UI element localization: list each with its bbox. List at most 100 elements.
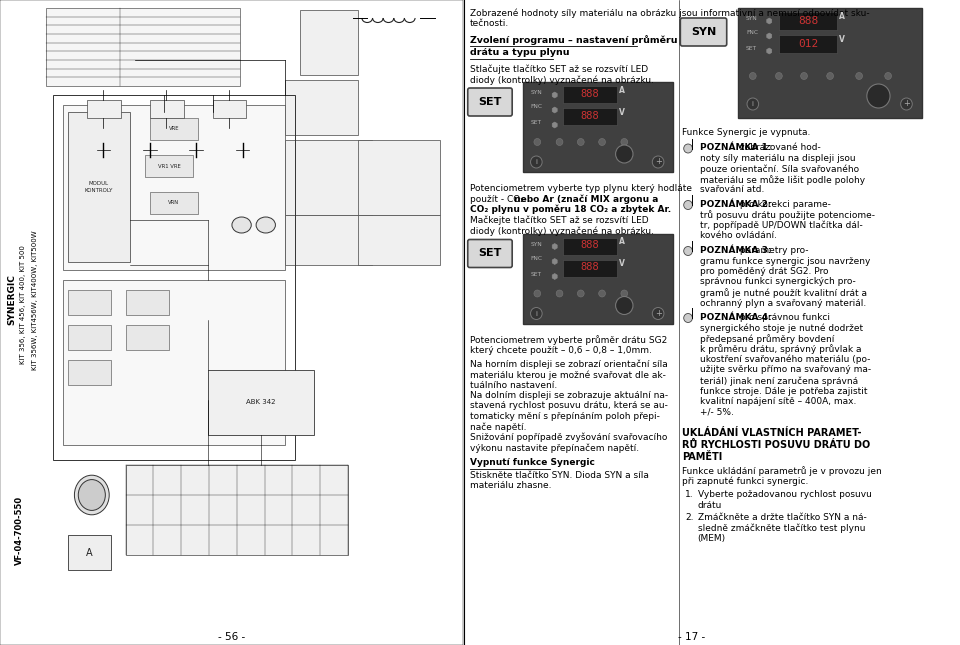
Circle shape	[885, 72, 892, 79]
Text: i: i	[752, 101, 754, 107]
Bar	[564, 86, 616, 103]
Bar	[53, 95, 295, 460]
Text: i: i	[536, 310, 538, 317]
Bar	[126, 465, 348, 555]
Bar	[67, 112, 131, 262]
Text: Stiskněte tlačítko SYN. Dioda SYN a síla: Stiskněte tlačítko SYN. Dioda SYN a síla	[469, 470, 649, 479]
Text: FNC: FNC	[531, 104, 542, 109]
Text: UKLÁDÁNÍ VLASTNÍCH PARAMET-: UKLÁDÁNÍ VLASTNÍCH PARAMET-	[683, 428, 862, 438]
Text: VF-04-700-550: VF-04-700-550	[14, 495, 24, 564]
Text: POZNÁMKA 4:: POZNÁMKA 4:	[700, 313, 771, 322]
Bar	[523, 82, 673, 172]
Circle shape	[652, 308, 664, 319]
Text: V: V	[618, 108, 624, 117]
Circle shape	[556, 290, 563, 297]
Text: SYN: SYN	[531, 90, 542, 95]
Text: Potenciometrem vyberte typ plynu který hodláte: Potenciometrem vyberte typ plynu který h…	[469, 184, 691, 193]
Text: 888: 888	[798, 16, 818, 26]
Text: POZNÁMKA 2:: POZNÁMKA 2:	[700, 200, 771, 209]
Circle shape	[652, 156, 664, 168]
Text: SYN: SYN	[691, 27, 716, 37]
Text: A: A	[839, 12, 845, 21]
Text: stavená rychlost posuvu drátu, která se au-: stavená rychlost posuvu drátu, která se …	[469, 401, 667, 410]
Text: gramu funkce synergic jsou navrženy: gramu funkce synergic jsou navrženy	[700, 257, 870, 266]
Text: SET: SET	[531, 272, 541, 277]
Bar	[779, 12, 837, 30]
Text: SET: SET	[478, 248, 502, 259]
Text: SYN: SYN	[746, 16, 757, 21]
Bar	[62, 280, 285, 445]
Circle shape	[684, 246, 692, 255]
Ellipse shape	[79, 480, 106, 510]
Text: pro poměděný drát SG2. Pro: pro poměděný drát SG2. Pro	[700, 267, 828, 276]
Text: POZNÁMKA 3:: POZNÁMKA 3:	[700, 246, 771, 255]
Text: +: +	[655, 157, 661, 166]
Circle shape	[827, 72, 833, 79]
Text: - 17 -: - 17 -	[679, 632, 706, 642]
Text: trů posuvu drátu použijte potenciome-: trů posuvu drátu použijte potenciome-	[700, 210, 875, 221]
Text: FNC: FNC	[746, 30, 758, 35]
Text: ochranný plyn a svařovaný materiál.: ochranný plyn a svařovaný materiál.	[700, 299, 866, 308]
Bar	[67, 360, 111, 385]
FancyBboxPatch shape	[681, 18, 727, 46]
Text: Na horním displeji se zobrazí orientační síla: Na horním displeji se zobrazí orientační…	[469, 359, 667, 369]
Text: Snižování popřípadě zvyšování svařovacího: Snižování popřípadě zvyšování svařovacíh…	[469, 433, 667, 442]
Circle shape	[621, 290, 628, 297]
Text: SET: SET	[746, 46, 757, 51]
Text: funkce stroje. Dále je potřeba zajistit: funkce stroje. Dále je potřeba zajistit	[700, 386, 867, 395]
Text: při zapnuté funkci synergic.: při zapnuté funkci synergic.	[683, 477, 808, 486]
Text: materiálu se může lišit podle polohy: materiálu se může lišit podle polohy	[700, 175, 865, 185]
Bar	[564, 237, 616, 255]
Circle shape	[801, 72, 807, 79]
Bar	[285, 140, 372, 215]
Text: použít - CO₂: použít - CO₂	[469, 195, 523, 204]
Text: POZNÁMKA 1:: POZNÁMKA 1:	[700, 143, 771, 152]
Text: tuálního nastavení.: tuálního nastavení.	[469, 381, 557, 390]
Bar	[87, 100, 121, 118]
Bar	[126, 290, 169, 315]
Text: synergického stoje je nutné dodržet: synergického stoje je nutné dodržet	[700, 324, 863, 333]
Bar	[67, 290, 111, 315]
Text: 888: 888	[580, 111, 599, 121]
Text: svařování atd.: svařování atd.	[700, 186, 764, 195]
Bar	[126, 325, 169, 350]
Text: Mačkejte tlačítko SET až se rozsvítí LED: Mačkejte tlačítko SET až se rozsvítí LED	[469, 215, 648, 225]
Text: nebo Ar (značí MIX argonu a: nebo Ar (značí MIX argonu a	[511, 195, 659, 204]
Ellipse shape	[232, 217, 252, 233]
Text: výkonu nastavite přepínačem napětí.: výkonu nastavite přepínačem napětí.	[469, 444, 638, 453]
Text: užijte svěrku přímo na svařovaný ma-: užijte svěrku přímo na svařovaný ma-	[700, 366, 871, 375]
Circle shape	[599, 139, 606, 146]
Circle shape	[747, 98, 758, 110]
Bar	[150, 118, 198, 140]
Text: gramů je nutné použít kvalitní drát a: gramů je nutné použít kvalitní drát a	[700, 288, 867, 298]
Bar	[523, 233, 673, 324]
Circle shape	[855, 72, 862, 79]
Circle shape	[577, 290, 585, 297]
Bar	[357, 140, 440, 215]
Bar	[0, 0, 463, 645]
Text: +/- 5%.: +/- 5%.	[700, 408, 733, 417]
Bar	[564, 108, 616, 125]
Text: kvalitní napájení sítě – 400A, max.: kvalitní napájení sítě – 400A, max.	[700, 397, 856, 406]
Circle shape	[534, 290, 540, 297]
Text: Zvolení programu – nastavení průměru: Zvolení programu – nastavení průměru	[469, 35, 677, 45]
Text: Zobrazené hodnoty síly materiálu na obrázku jsou informativní a nemusí odpovídat: Zobrazené hodnoty síly materiálu na obrá…	[469, 8, 870, 17]
Text: sledně zmáčkněte tlačítko test plynu: sledně zmáčkněte tlačítko test plynu	[698, 524, 865, 533]
Text: (MEM): (MEM)	[698, 534, 726, 543]
Text: A: A	[618, 237, 624, 246]
Text: 888: 888	[580, 89, 599, 99]
Circle shape	[776, 72, 782, 79]
Text: parametry pro-: parametry pro-	[737, 246, 809, 255]
Text: který chcete použít – 0,6 – 0,8 – 1,0mm.: který chcete použít – 0,6 – 0,8 – 1,0mm.	[469, 346, 652, 355]
Text: teriál) jinak není zaručena správná: teriál) jinak není zaručena správná	[700, 376, 858, 386]
Circle shape	[615, 145, 633, 163]
Text: diody (kontrolky) vyznačené na obrázku.: diody (kontrolky) vyznačené na obrázku.	[469, 226, 654, 235]
Text: PAMĚTI: PAMĚTI	[683, 452, 723, 462]
Text: VR1 VRE: VR1 VRE	[157, 163, 180, 168]
Text: materiálu kterou je možné svařovat dle ak-: materiálu kterou je možné svařovat dle a…	[469, 370, 665, 379]
Text: předepsané průměry bovdení: předepsané průměry bovdení	[700, 334, 834, 344]
Text: Potenciometrem vyberte průměr drátu SG2: Potenciometrem vyberte průměr drátu SG2	[469, 335, 667, 345]
Text: tomaticky mění s přepínáním poloh přepi-: tomaticky mění s přepínáním poloh přepi-	[469, 412, 660, 421]
Text: +: +	[903, 99, 910, 108]
Text: Vyberte požadovanou rychlost posuvu: Vyberte požadovanou rychlost posuvu	[698, 490, 872, 499]
